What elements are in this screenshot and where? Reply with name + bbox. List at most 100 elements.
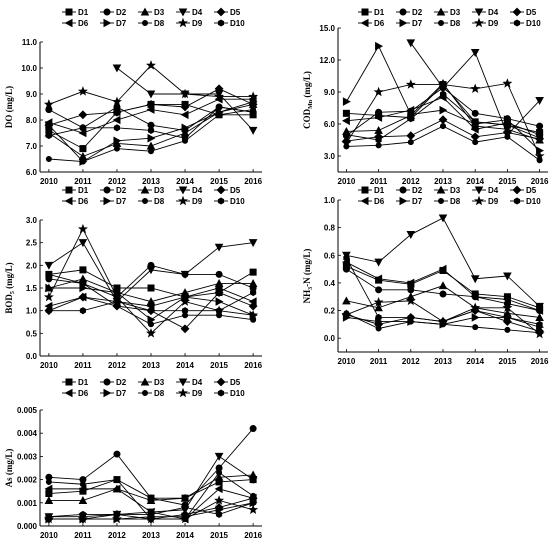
data-point-D6	[112, 484, 121, 494]
y-tick-label: 3.0	[324, 152, 336, 161]
legend-item-D10: D10	[214, 389, 245, 398]
series-D10	[45, 499, 257, 521]
x-tick-label: 2010	[40, 531, 58, 540]
legend-label: D9	[192, 389, 203, 398]
data-point-D6	[180, 110, 189, 120]
y-tick-label: 1.0	[324, 196, 336, 205]
legend-label: D9	[192, 197, 203, 206]
legend-label: D2	[412, 186, 423, 195]
y-tick-label: 8.0	[26, 116, 38, 125]
data-point-D9	[341, 137, 352, 148]
x-tick-label: 2011	[74, 361, 92, 370]
data-point-D3	[180, 493, 190, 502]
legend-item-D10: D10	[214, 19, 245, 28]
legend-label: D8	[154, 197, 165, 206]
legend-label: D3	[154, 186, 165, 195]
data-point-D9	[341, 309, 352, 319]
legend-marker-D1	[361, 186, 369, 194]
data-point-D8	[45, 478, 52, 485]
legend-marker-D9	[474, 195, 484, 206]
series-D10	[45, 103, 257, 142]
legend-item-D3: D3	[138, 7, 165, 17]
x-tick-label: 2013	[142, 531, 160, 540]
data-point-D10	[536, 134, 543, 142]
data-point-D6	[214, 484, 223, 494]
x-tick-label: 2016	[531, 357, 549, 366]
x-tick-label: 2015	[210, 177, 228, 186]
legend-marker-D8	[141, 389, 149, 397]
data-point-D5	[406, 131, 416, 141]
data-point-D8	[79, 158, 86, 165]
y-tick-label: 0.8	[324, 224, 336, 233]
data-point-D10	[375, 136, 382, 144]
legend-label: D2	[412, 8, 423, 17]
legend-marker-D7	[399, 196, 408, 206]
legend-label: D8	[450, 19, 461, 28]
data-point-D1	[147, 284, 155, 292]
legend-label: D1	[374, 8, 385, 17]
x-tick-label: 2011	[74, 531, 92, 540]
legend-label: D5	[526, 8, 537, 17]
legend: D1 D2 D3 D4 D5 D6 D7 D8 D9 D10	[62, 377, 245, 398]
data-point-D8	[439, 123, 447, 130]
legend-label: D7	[116, 389, 127, 398]
x-tick-label: 2014	[466, 357, 484, 366]
data-point-D7	[147, 133, 156, 143]
y-tick-label: 0.001	[17, 499, 38, 508]
legend-label: D8	[154, 389, 165, 398]
legend-item-D6: D6	[358, 18, 385, 28]
legend: D1 D2 D3 D4 D5 D6 D7 D8 D9 D10	[62, 7, 245, 28]
series-D10	[343, 90, 543, 144]
data-point-D6	[502, 295, 511, 304]
data-point-D7	[375, 41, 384, 51]
y-tick-label: 12.0	[319, 56, 335, 65]
series-D2	[45, 425, 257, 509]
data-point-D4	[470, 49, 480, 57]
legend-item-D3: D3	[434, 7, 461, 17]
legend-item-D10: D10	[214, 197, 245, 206]
legend-marker-D6	[64, 196, 73, 206]
data-point-D9	[438, 79, 448, 89]
data-point-D8	[407, 139, 414, 146]
legend-label: D1	[374, 186, 385, 195]
legend-item-D7: D7	[396, 196, 423, 206]
legend-label: D10	[230, 19, 245, 28]
data-point-D10	[343, 254, 350, 262]
data-point-D7	[215, 297, 224, 306]
legend-marker-D8	[141, 197, 149, 205]
series-D10	[45, 288, 257, 315]
y-tick-label: 2.0	[26, 261, 38, 270]
data-point-D8	[472, 139, 479, 146]
data-point-D8	[216, 469, 223, 476]
legend-label: D9	[488, 197, 499, 206]
series-D9	[341, 78, 545, 161]
y-tick-label: 1.0	[26, 307, 38, 316]
data-point-D10	[343, 131, 350, 139]
data-point-D9	[146, 328, 156, 338]
data-point-D6	[470, 125, 479, 134]
data-point-D4	[470, 275, 480, 284]
data-point-D10	[45, 513, 52, 521]
data-point-D6	[470, 292, 479, 302]
legend-marker-D6	[64, 388, 73, 398]
legend-label: D7	[412, 197, 423, 206]
legend-marker-D9	[178, 387, 188, 398]
series-D7	[342, 41, 545, 155]
data-point-D4	[535, 97, 544, 105]
data-point-D3	[44, 496, 54, 504]
legend-item-D4: D4	[472, 8, 499, 17]
legend-marker-D7	[103, 388, 112, 398]
data-point-D4	[438, 214, 448, 223]
data-point-D9	[77, 86, 88, 96]
data-point-D9	[534, 150, 545, 161]
legend: D1 D2 D3 D4 D5 D6 D7 D8 D9 D10	[358, 185, 541, 206]
data-point-D10	[250, 108, 257, 116]
legend-marker-D3	[436, 185, 446, 194]
data-point-D3	[535, 313, 544, 321]
legend-label: D1	[78, 378, 89, 387]
series-D7	[45, 283, 258, 325]
data-point-D4	[146, 266, 156, 275]
legend-item-D4: D4	[176, 8, 203, 17]
legend-item-D9: D9	[176, 17, 203, 28]
data-point-D6	[112, 115, 121, 125]
